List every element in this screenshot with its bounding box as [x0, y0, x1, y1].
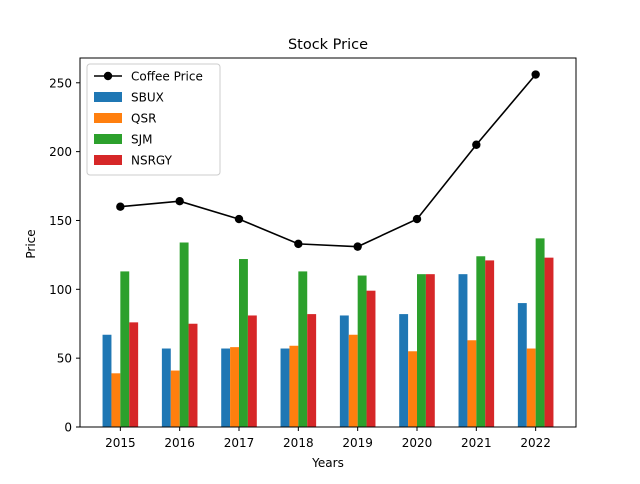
- bar-sbux-2018: [280, 348, 290, 427]
- legend-swatch-sjm: [94, 134, 122, 144]
- bar-nsrgy-2018: [307, 314, 317, 427]
- bar-sbux-2022: [517, 303, 527, 427]
- x-tick-label-2017: 2017: [224, 436, 255, 450]
- bar-sbux-2021: [458, 274, 468, 427]
- y-tick-label-100: 100: [49, 283, 72, 297]
- bar-sjm-2018: [298, 271, 308, 427]
- point-coffee-price-2016: [175, 196, 184, 206]
- y-tick-label-150: 150: [49, 214, 72, 228]
- bar-nsrgy-2015: [129, 322, 139, 427]
- bar-qsr-2017: [230, 347, 240, 427]
- point-coffee-price-2022: [531, 70, 540, 79]
- point-coffee-price-2018: [294, 239, 303, 249]
- y-tick-label-0: 0: [64, 421, 72, 435]
- bars-group: [102, 238, 554, 427]
- point-coffee-price-2017: [234, 214, 244, 224]
- y-tick-label-200: 200: [49, 145, 72, 159]
- legend-box: [86, 63, 221, 176]
- bar-nsrgy-2016: [188, 323, 198, 427]
- bar-sjm-2017: [239, 259, 248, 427]
- bar-sbux-2016: [161, 348, 171, 427]
- axes-group: [79, 57, 577, 428]
- legend-label-qsr: QSR: [131, 112, 156, 126]
- bar-sjm-2015: [120, 271, 130, 427]
- bar-qsr-2018: [289, 345, 299, 427]
- legend: Coffee Price SBUX QSR SJM NSRGY: [86, 63, 221, 176]
- legend-label-nsrgy: NSRGY: [131, 154, 173, 168]
- bar-sjm-2016: [179, 242, 189, 427]
- x-tick-label-2018: 2018: [283, 436, 314, 450]
- bar-sjm-2022: [535, 238, 545, 427]
- legend-marker-coffee-price: [103, 71, 113, 81]
- x-tick-label-2022: 2022: [520, 436, 551, 450]
- bar-qsr-2015: [111, 373, 121, 427]
- bar-nsrgy-2020: [425, 274, 435, 427]
- legend-label-coffee-price: Coffee Price: [131, 70, 203, 84]
- legend-label-sjm: SJM: [131, 133, 153, 147]
- y-tick-label-50: 50: [57, 352, 72, 366]
- bar-sjm-2020: [417, 274, 426, 427]
- bar-sjm-2019: [357, 275, 367, 427]
- bar-qsr-2020: [408, 351, 417, 427]
- bar-sbux-2017: [221, 348, 231, 427]
- x-tick-label-2015: 2015: [105, 436, 136, 450]
- x-tick-label-2019: 2019: [342, 436, 373, 450]
- bar-nsrgy-2019: [366, 290, 376, 427]
- bar-sbux-2015: [102, 334, 112, 427]
- bar-qsr-2019: [348, 334, 358, 427]
- bar-sbux-2020: [399, 314, 409, 427]
- y-axis-label: Price: [24, 229, 38, 258]
- x-axis-label: Years: [311, 456, 344, 470]
- ticks-group: 2015 2016 2017 2018 2019 2020 2021 2022 0 50 100 15…: [49, 76, 551, 450]
- line-coffee-price: [120, 74, 537, 248]
- coffee-price-line-group: [116, 70, 540, 251]
- x-tick-label-2020: 2020: [402, 436, 433, 450]
- plot-frame: [79, 57, 577, 428]
- bar-qsr-2016: [170, 370, 180, 427]
- y-tick-label-250: 250: [49, 76, 72, 90]
- bar-sbux-2019: [339, 315, 349, 427]
- bar-qsr-2021: [467, 340, 477, 427]
- bar-nsrgy-2021: [485, 260, 495, 427]
- bar-nsrgy-2022: [544, 257, 554, 427]
- x-tick-label-2016: 2016: [164, 436, 195, 450]
- point-coffee-price-2021: [472, 140, 481, 149]
- bar-sjm-2021: [476, 256, 486, 427]
- chart-title: Stock Price: [288, 37, 368, 53]
- x-tick-label-2021: 2021: [461, 436, 492, 450]
- legend-swatch-qsr: [94, 113, 122, 123]
- point-coffee-price-2019: [353, 242, 362, 251]
- legend-swatch-nsrgy: [94, 155, 122, 165]
- bar-qsr-2022: [526, 348, 536, 427]
- point-coffee-price-2020: [412, 214, 422, 224]
- bar-nsrgy-2017: [247, 315, 257, 427]
- legend-swatch-sbux: [94, 92, 122, 102]
- legend-label-sbux: SBUX: [131, 91, 164, 105]
- point-coffee-price-2015: [116, 202, 125, 211]
